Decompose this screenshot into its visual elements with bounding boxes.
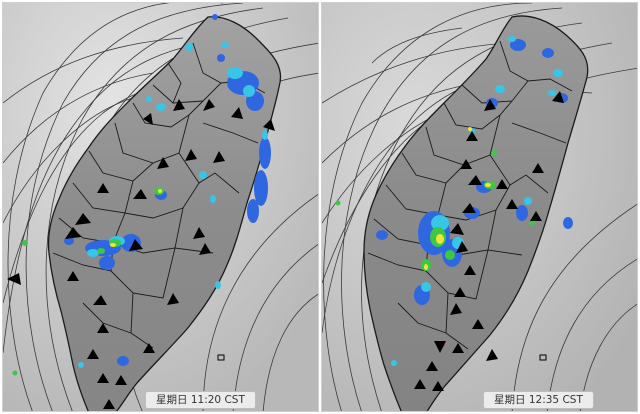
radar-echoes	[335, 36, 573, 366]
map-left-canvas	[3, 3, 318, 411]
timezone-label: CST	[224, 394, 245, 406]
time-value: 11:20	[190, 394, 222, 406]
time-label-right: 星期日 12:35 CST	[483, 391, 594, 409]
timezone-label: CST	[562, 394, 583, 406]
map-right-canvas	[322, 3, 637, 411]
radar-echoes	[12, 14, 271, 376]
day-label: 星期日	[494, 394, 526, 406]
wind-arrows	[414, 91, 564, 391]
time-value: 12:35	[528, 394, 560, 406]
time-label-left: 星期日 11:20 CST	[145, 391, 256, 409]
island-marker	[539, 354, 547, 361]
day-label: 星期日	[156, 394, 188, 406]
island-marker	[217, 354, 225, 361]
isobars	[3, 3, 318, 411]
wind-arrows	[7, 99, 275, 409]
map-panel-right: 星期日 12:35 CST	[321, 2, 638, 412]
map-panel-left: 星期日 11:20 CST	[2, 2, 319, 412]
